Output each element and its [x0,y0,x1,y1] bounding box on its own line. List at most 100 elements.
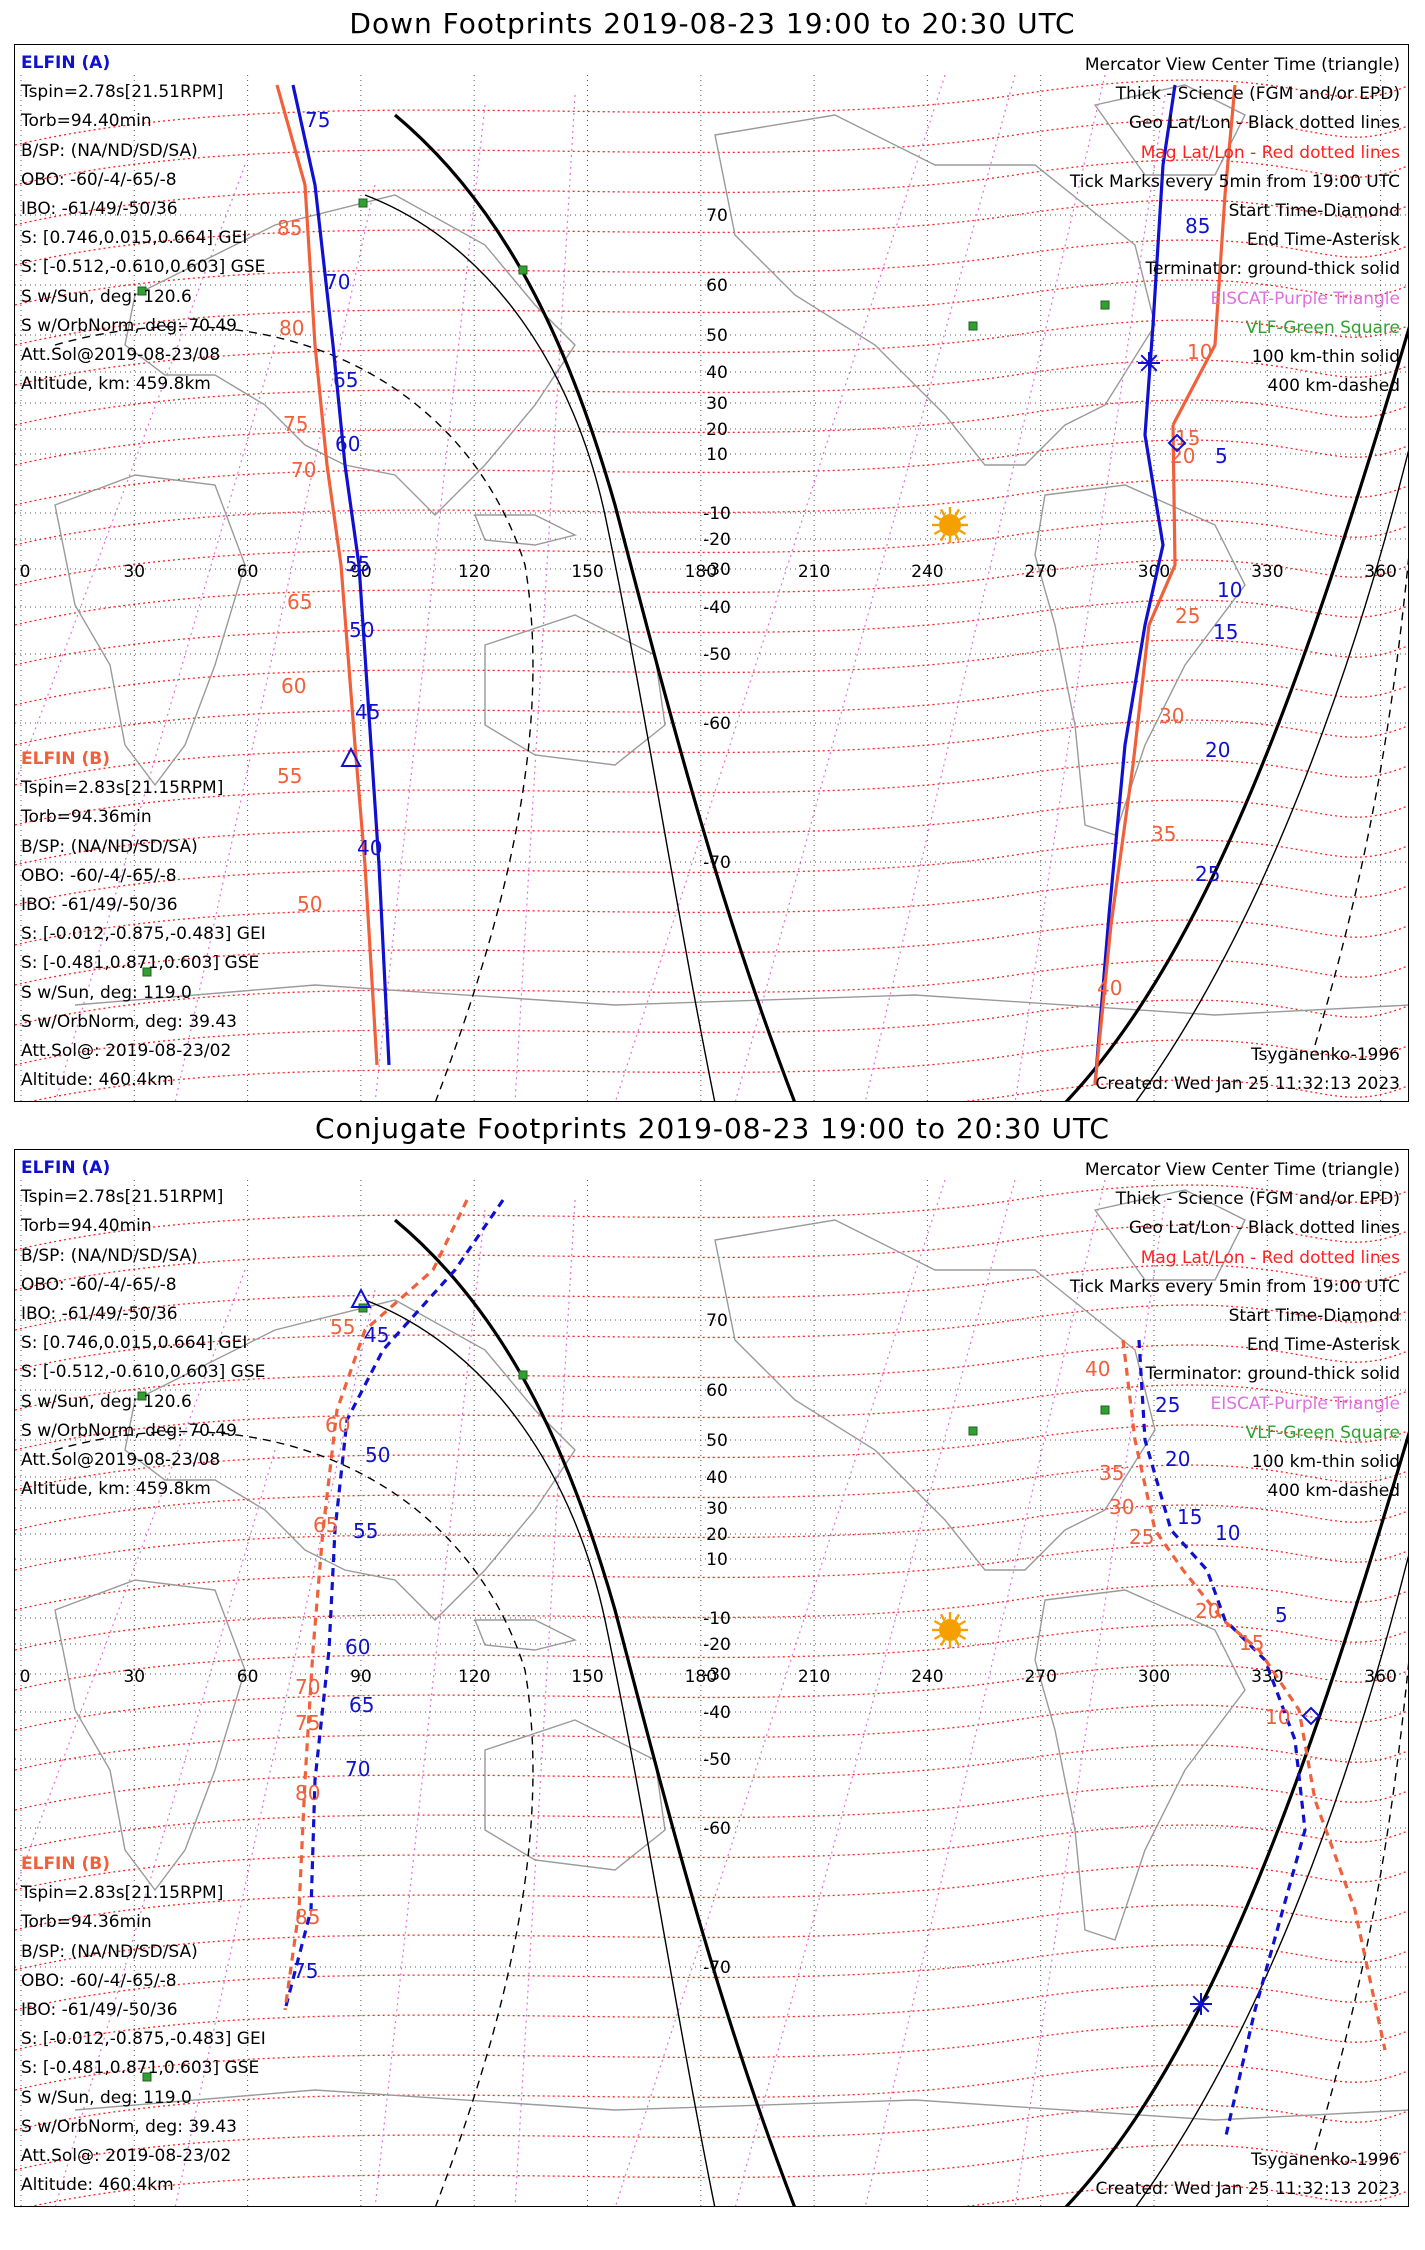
legend-line: Tick Marks every 5min from 19:00 UTC [1069,171,1400,192]
lat-tick-label: 40 [706,1468,728,1488]
info-line: Att.Sol@2019-08-23/08 [21,344,221,365]
continent-outline [74,2089,1408,2121]
sun-ray [933,529,942,536]
conjugate-footprints-panel: Conjugate Footprints 2019-08-23 19:00 to… [0,1105,1425,2215]
info-line: Torb=94.36min [21,1912,152,1933]
mag-lat-line [15,319,1408,386]
track-tick-label: 50 [297,892,322,916]
footer-info: Tsyganenko-1996 Created: Wed Jan 25 11:3… [1095,2146,1400,2204]
sun-ray [939,508,946,517]
legend: Mercator View Center Time (triangle) Thi… [1070,1156,1400,1506]
track-tick-label: 15 [1213,620,1238,644]
created-timestamp: Created: Wed Jan 25 11:32:13 2023 [1095,2179,1400,2200]
lat-tick-label: 60 [706,1381,728,1401]
info-line: S w/Sun, deg: 119.0 [21,2087,192,2108]
info-line: Att.Sol@2019-08-23/08 [21,1449,221,1470]
model-label: Tsyganenko-1996 [1250,1045,1400,1065]
track-tick-label: 20 [1195,1599,1220,1623]
mag-lat-line [15,1544,1408,1611]
info-line: S w/Sun, deg: 119.0 [21,982,192,1003]
legend-line: Geo Lat/Lon - Black dotted lines [1128,113,1400,134]
start-time-diamond-icon [1167,433,1187,453]
lon-tick-label: 210 [798,1667,830,1687]
legend-line: 100 km-thin solid [1251,1451,1400,1472]
mag-lat-line [15,1264,1408,1331]
continent-outline [484,1719,666,1871]
lon-tick-label: 90 [350,1667,372,1687]
mag-lat-line [15,1784,1408,1851]
mag-lat-line [15,759,1408,826]
track-tick-label: 10 [1187,340,1212,364]
legend-line: Geo Lat/Lon - Black dotted lines [1128,1218,1400,1239]
map-frame: 0 30 60 90 120 150 180 210 240 270 300 330 360 70 60 50… [14,1149,1409,2207]
legend-line: Start Time-Diamond [1228,1305,1400,1326]
legend-line: Mercator View Center Time (triangle) [1084,1160,1400,1180]
mag-lat-line [15,1464,1408,1531]
mag-meridian-line [374,1209,486,2206]
mercator-map: 0 30 60 90 120 150 180 210 240 270 300 330 360706050… [15,74,1408,1101]
track-tick-label: 50 [365,1443,390,1467]
mag-lat-line [15,359,1408,426]
mag-lat-line [15,1344,1408,1411]
terminator-ground-line [393,113,796,1101]
track-tick-label: 25 [1155,1393,1180,1417]
continent-outline [1034,1589,1246,1941]
lon-tick-label: 300 [1138,1667,1170,1687]
elfin-b-label: ELFIN (B) [21,749,111,769]
mag-meridian-line [174,1289,376,2206]
map-frame: 0 30 60 90 120 150 180 210 240 270 300 330 360 70 60 50… [14,44,1409,1102]
lat-tick-label: -20 [703,1635,731,1655]
sun-icon [939,1619,961,1641]
lon-tick-label: 60 [237,1667,259,1687]
legend-line: Mercator View Center Time (triangle) [1084,55,1400,75]
elfin-a-info: ELFIN (A) Tspin=2.78s[21.51RPM] Torb=94.… [21,1154,265,1504]
elfin-b-track [283,1199,469,2011]
legend-line: Terminator: ground-thick solid [1145,259,1400,280]
terminator-100km-line [364,194,716,1101]
info-line: Tspin=2.83s[21.15RPM] [21,1883,224,1904]
lon-tick-label: 0 [20,562,31,582]
mag-lat-line [15,919,1408,986]
legend-line: End Time-Asterisk [1246,230,1400,251]
lat-tick-label: 70 [706,1311,728,1331]
vlf-station-icon [1100,1405,1110,1415]
info-line: Torb=94.40min [21,1216,152,1237]
track-tick-label: 60 [325,1413,350,1437]
track-tick-label: 30 [1159,704,1184,728]
continent-outline [473,514,578,546]
legend-line: Start Time-Diamond [1228,200,1400,221]
mag-lat-line [15,239,1408,306]
lat-tick-label: 70 [706,206,728,226]
end-time-asterisk-icon [1192,1995,1210,2013]
info-line: Altitude: 460.4km [21,1070,174,1091]
info-line: S w/OrbNorm, deg: 70.49 [21,1420,238,1441]
elfin-b-info: ELFIN (B) Tspin=2.83s[21.15RPM] Torb=94.… [21,745,266,1095]
mag-lat-line [15,1304,1408,1371]
legend-line: 100 km-thin solid [1251,346,1400,367]
legend-line: EISCAT-Purple Triangle [1210,288,1400,309]
track-tick-label: 85 [277,216,302,240]
elfin-a-track [291,84,391,1066]
vlf-station-icon [968,321,978,331]
terminator-400km-line [54,1430,534,2206]
track-tick-label: 10 [1217,578,1242,602]
track-tick-label: 85 [295,1905,320,1929]
mag-lat-line [15,839,1408,906]
elfin-a-label: ELFIN (A) [21,53,111,73]
center-time-triangle-icon [340,746,362,767]
vlf-station-icon [968,1426,978,1436]
legend-line: VLF-Green Square [1245,1422,1400,1443]
mag-meridian-line [174,184,376,1101]
lat-tick-label: -70 [703,853,731,873]
track-tick-label: 70 [295,1675,320,1699]
legend-line: Terminator: ground-thick solid [1145,1364,1400,1385]
mag-meridian-line [864,1179,1106,2206]
track-tick-label: 5 [1275,1603,1288,1627]
info-line: OBO: -60/-4/-65/-8 [21,865,177,886]
continent-outline [484,614,666,766]
continent-outline [714,1219,1156,1571]
track-tick-label: 70 [291,458,316,482]
track-tick-label: 85 [1185,214,1210,238]
sun-ray [958,529,967,536]
track-tick-label: 45 [364,1323,389,1347]
